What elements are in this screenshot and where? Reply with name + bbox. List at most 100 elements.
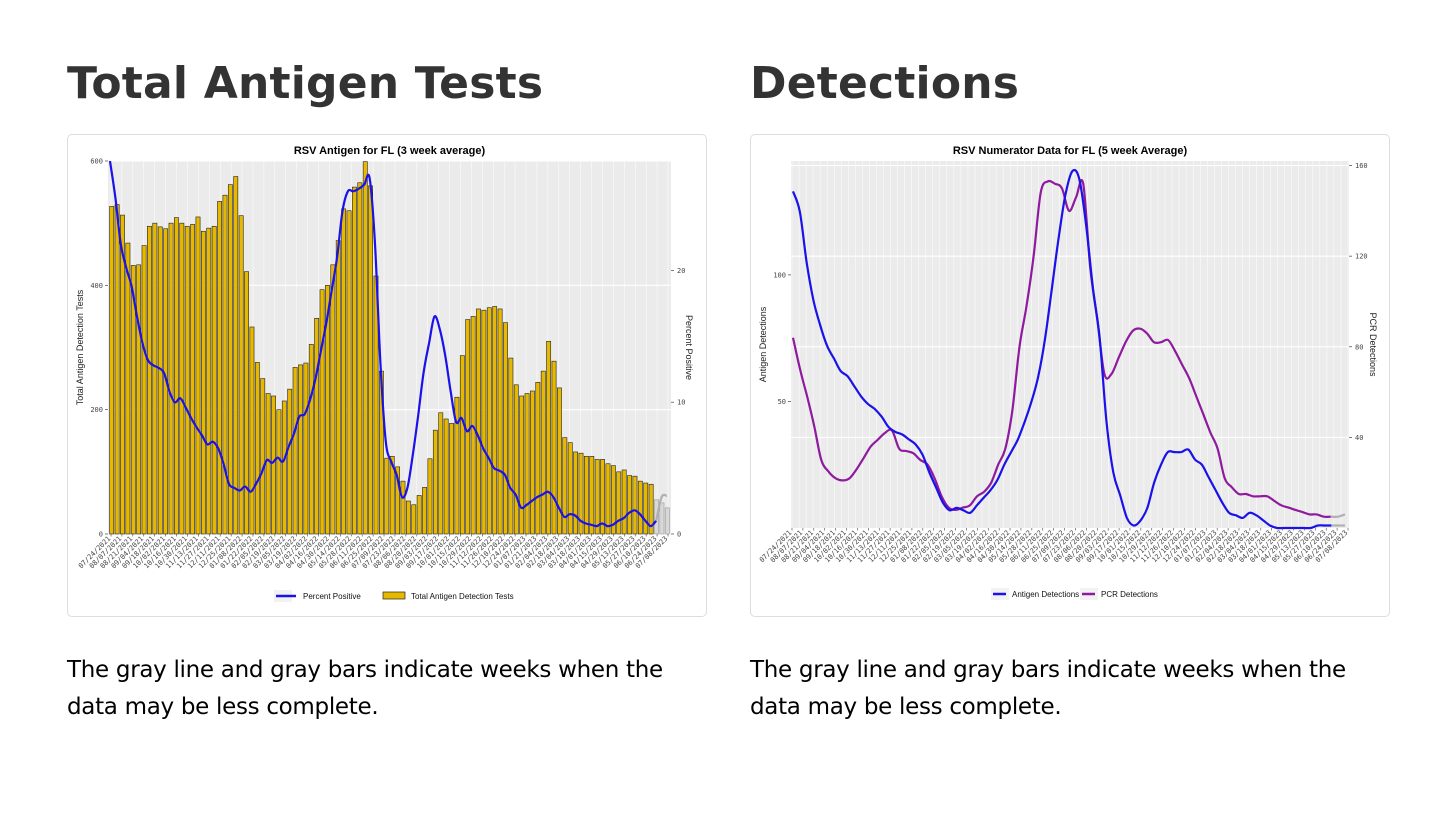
bar — [330, 264, 336, 535]
y-axis-title: Total Antigen Detection Tests — [75, 289, 85, 405]
bar — [384, 457, 390, 535]
bar — [535, 382, 541, 535]
bar — [281, 400, 287, 535]
legend-label: Antigen Detections — [1012, 590, 1079, 599]
bar — [265, 393, 271, 535]
bar — [481, 309, 487, 535]
y2-tick-label: 120 — [1355, 253, 1368, 261]
antigen-note: The gray line and gray bars indicate wee… — [67, 657, 663, 720]
bar — [389, 455, 395, 535]
bar — [211, 225, 217, 535]
pcr-detections-line — [791, 179, 1331, 518]
bar — [325, 285, 330, 535]
bar — [114, 204, 120, 535]
bar — [271, 395, 276, 535]
y2-tick-label: 10 — [677, 399, 685, 407]
bar — [405, 500, 411, 535]
legend-label: PCR Detections — [1101, 590, 1158, 599]
detections-note: The gray line and gray bars indicate wee… — [750, 657, 1346, 720]
bar — [346, 210, 352, 535]
bar — [341, 208, 347, 535]
bar — [621, 469, 627, 535]
bar — [260, 378, 266, 535]
y2-tick-label: 20 — [677, 267, 685, 275]
bar — [233, 176, 239, 535]
bar — [562, 437, 568, 535]
bar — [400, 480, 406, 535]
plot-background — [791, 161, 1349, 528]
bar — [254, 362, 260, 535]
percent-positive-line-incomplete — [655, 493, 668, 522]
bar — [438, 412, 444, 535]
bar — [492, 306, 498, 535]
bar — [395, 466, 400, 535]
bar — [432, 429, 438, 535]
y-tick-label: 200 — [90, 406, 103, 414]
bar — [303, 362, 309, 535]
bar — [179, 222, 185, 535]
pcr-detections-line-incomplete — [1330, 513, 1346, 518]
y2-tick-label: 80 — [1355, 343, 1363, 351]
bar — [152, 222, 158, 535]
y2-tick-label: 0 — [677, 531, 681, 539]
bar — [368, 185, 374, 535]
bar — [643, 482, 649, 535]
bar — [227, 184, 233, 535]
bar — [157, 226, 163, 535]
bar — [513, 384, 519, 535]
bar — [168, 222, 174, 535]
bar — [314, 317, 320, 535]
bar — [476, 308, 481, 535]
bar — [422, 487, 427, 535]
bar — [109, 206, 115, 535]
bar — [416, 495, 422, 535]
bar — [244, 271, 249, 535]
bar — [190, 224, 196, 535]
bar — [540, 370, 546, 535]
chart-title: RSV Numerator Data for FL (5 week Averag… — [953, 145, 1188, 157]
bar — [174, 217, 179, 535]
bar — [465, 319, 471, 535]
legend-key-bars — [382, 591, 406, 600]
bar — [427, 458, 433, 535]
bar — [357, 182, 363, 535]
bar — [524, 393, 530, 535]
bar — [352, 186, 357, 535]
bar — [125, 242, 131, 535]
bar — [486, 307, 492, 535]
y-tick-label: 0 — [99, 531, 103, 539]
bar — [546, 340, 552, 535]
bar — [497, 308, 503, 535]
y2-tick-label: 40 — [1355, 434, 1363, 442]
bar — [573, 451, 578, 535]
bar — [557, 387, 562, 535]
bar — [508, 357, 514, 535]
bar — [319, 289, 325, 535]
bar — [136, 264, 142, 535]
bar — [411, 504, 417, 535]
bar — [276, 409, 282, 535]
legend-label: Percent Positive — [303, 592, 361, 601]
bar — [238, 215, 244, 535]
bar — [503, 322, 508, 535]
bar — [567, 442, 573, 535]
bar — [130, 265, 136, 535]
bar — [459, 355, 465, 535]
bar — [594, 459, 600, 535]
antigen-chart-panel: RSV Antigen for FL (3 week average) 0 200 4… — [67, 134, 707, 617]
bar — [141, 245, 147, 535]
bar — [249, 326, 255, 535]
chart-title: RSV Antigen for FL (3 week average) — [294, 145, 486, 157]
bar — [335, 240, 341, 535]
bar — [616, 471, 622, 535]
bar — [530, 390, 535, 535]
bar — [664, 507, 670, 535]
bar — [519, 395, 525, 535]
bar — [648, 483, 654, 535]
bar — [287, 388, 293, 535]
y-tick-label: 50 — [778, 398, 786, 406]
antigen-heading: Total Antigen Tests — [67, 58, 544, 109]
bar — [147, 225, 152, 535]
bar — [632, 475, 638, 535]
bar — [454, 396, 460, 535]
